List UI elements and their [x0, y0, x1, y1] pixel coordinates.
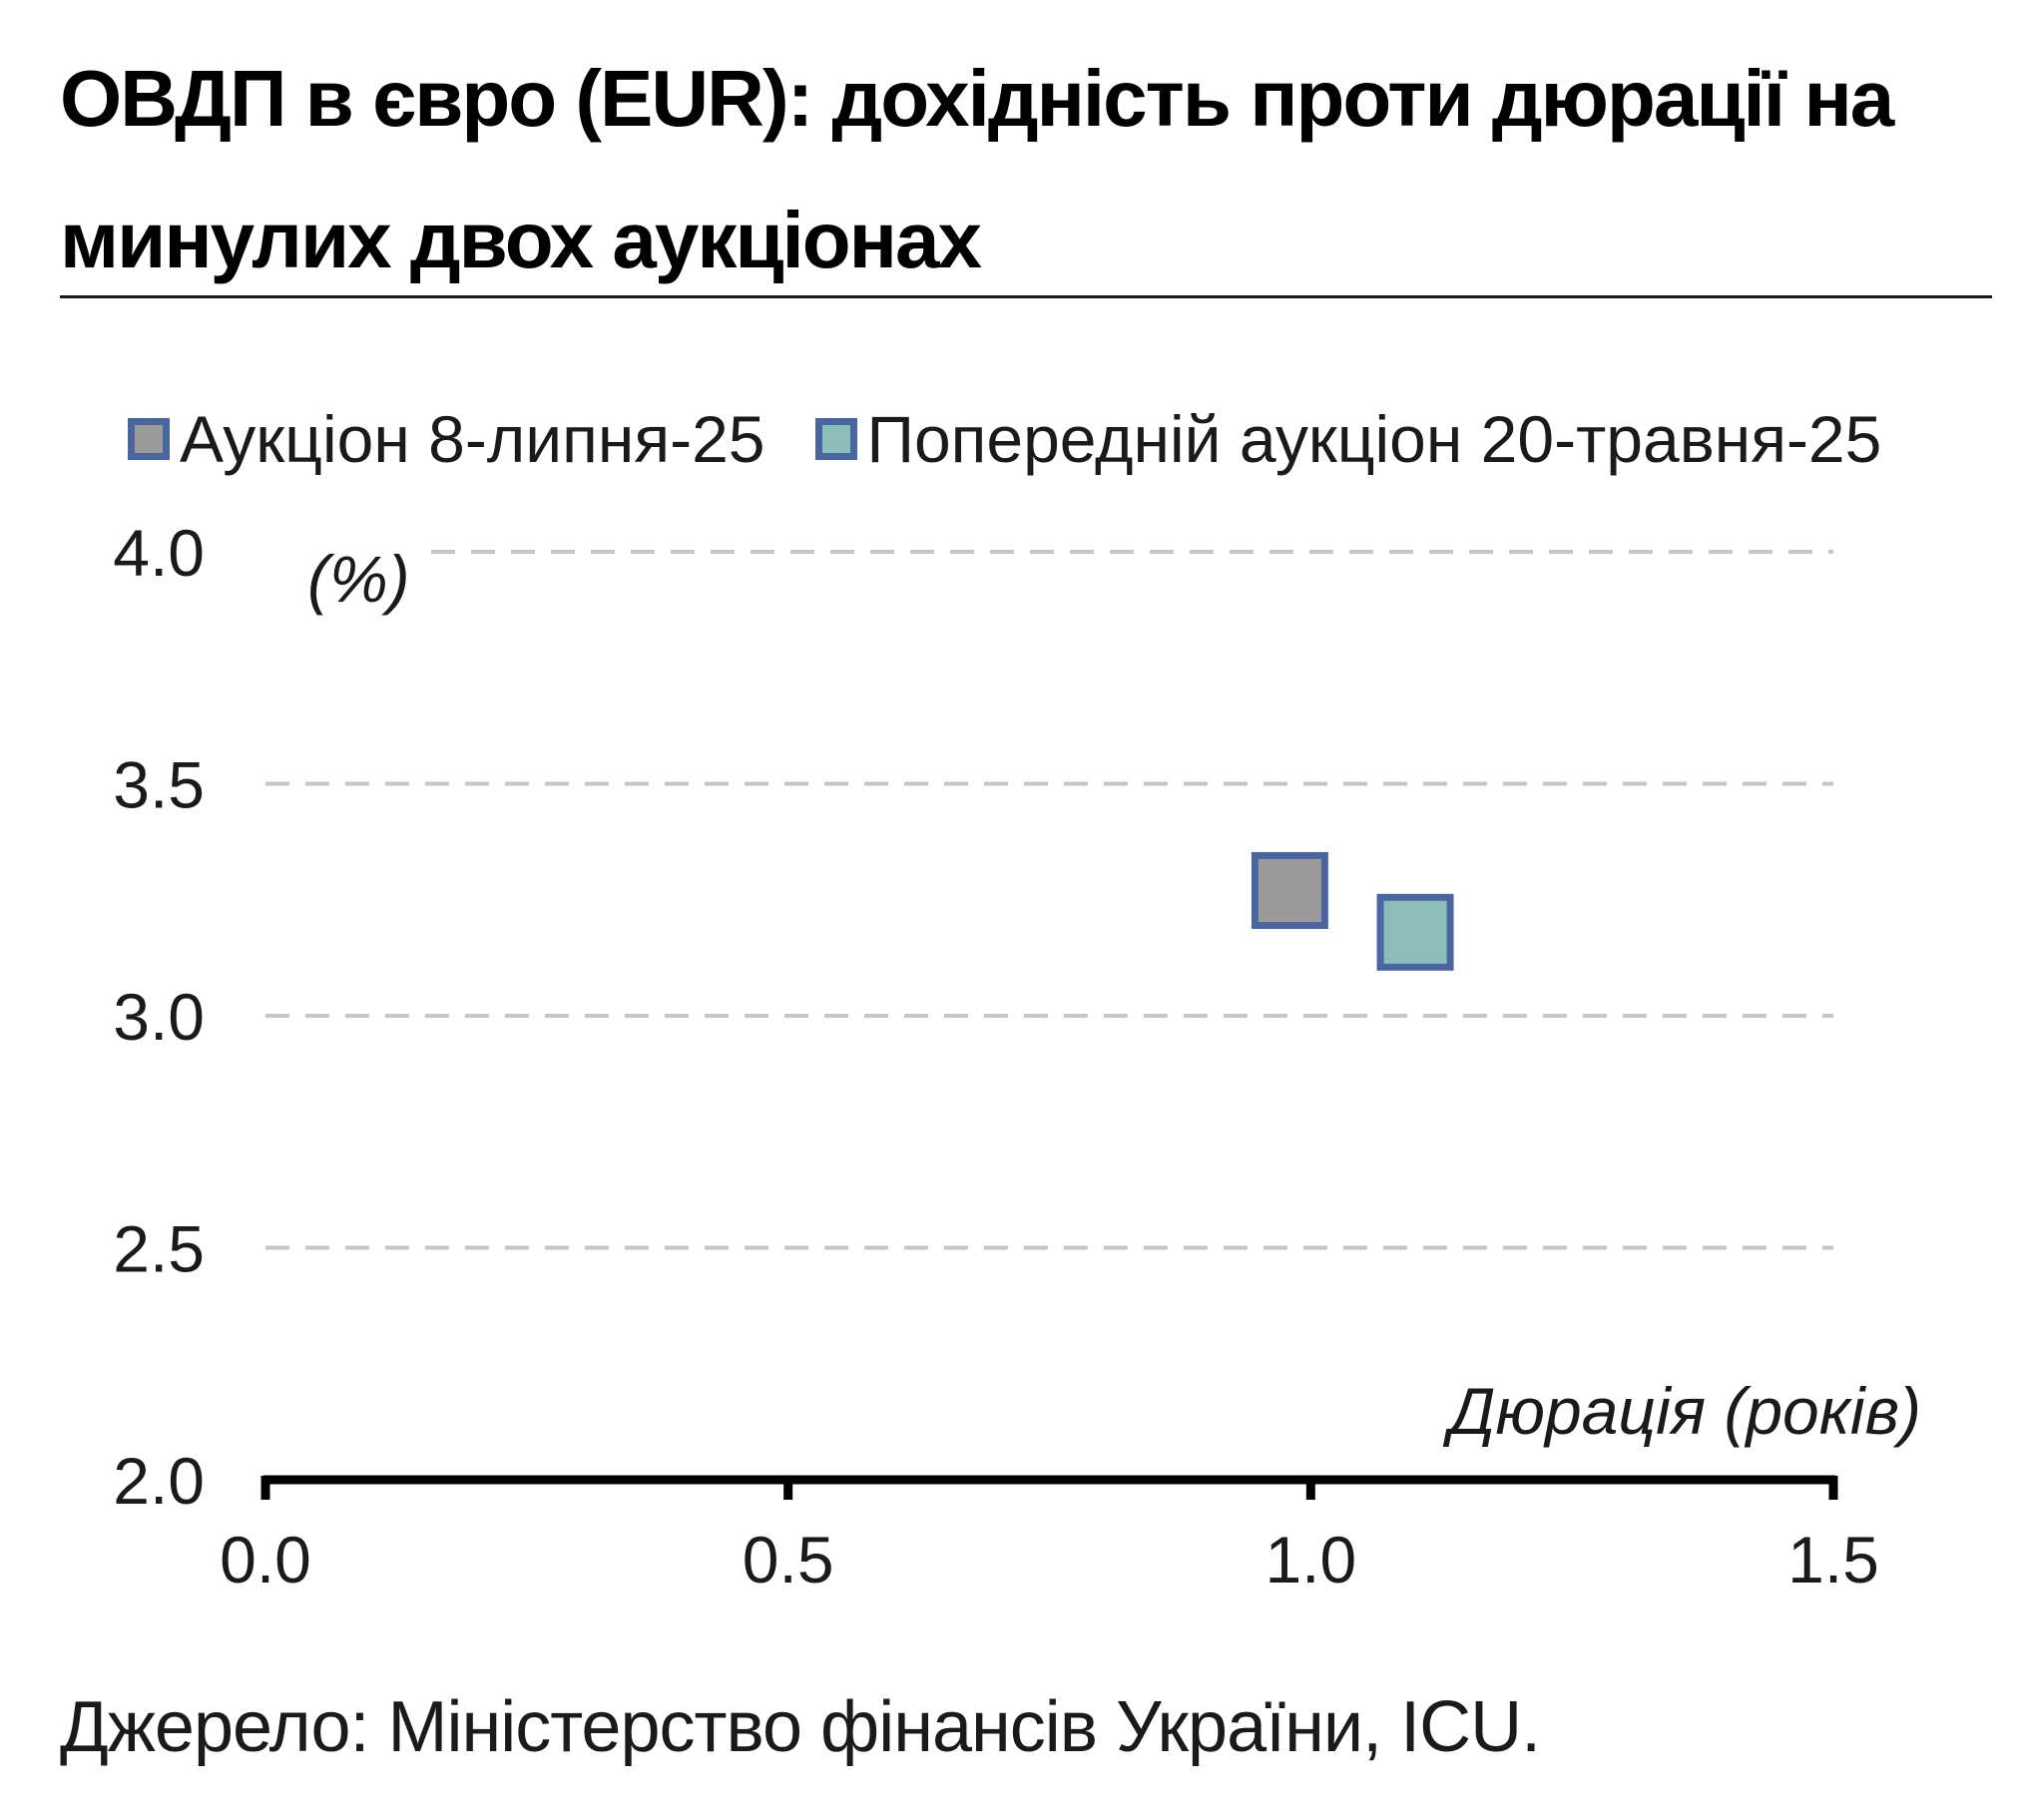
y-axis-label: (%) — [307, 542, 410, 616]
y-tick-label-1: 2.5 — [113, 1212, 205, 1286]
legend-label-previous: Попередній аукціон 20-травня-25 — [866, 402, 1882, 476]
legend-item-current: Аукціон 8-липня-25 — [128, 401, 765, 477]
legend: Аукціон 8-липня-25 Попередній аукціон 20… — [128, 394, 1931, 484]
x-tick-label-1: 0.5 — [743, 1523, 834, 1596]
y-tick-label-4: 4.0 — [113, 516, 205, 590]
data-point-series-0-0 — [1251, 851, 1328, 929]
legend-item-previous: Попередній аукціон 20-травня-25 — [814, 401, 1882, 477]
y-tick-label-0: 2.0 — [113, 1444, 205, 1518]
tick-labels: 2.0 2.5 3.0 3.5 4.0 0.0 0.5 1.0 1.5 — [113, 516, 1879, 1596]
x-tick-label-0: 0.0 — [220, 1523, 311, 1596]
data-points — [1251, 851, 1454, 971]
x-axis-label: Дюрація (років) — [1442, 1374, 1921, 1448]
legend-swatch-current — [128, 418, 170, 460]
chart-title: ОВДП в євро (EUR): дохідність проти дюра… — [60, 54, 1894, 284]
source-note: Джерело: Міністерство фінансів України, … — [60, 1687, 1541, 1767]
axes — [260, 1475, 1838, 1500]
x-tick-label-2: 1.0 — [1265, 1523, 1356, 1596]
x-tick-label-3: 1.5 — [1787, 1523, 1879, 1596]
legend-swatch-previous — [814, 418, 857, 460]
title-divider — [60, 295, 1992, 298]
y-tick-label-2: 3.0 — [113, 980, 205, 1054]
gridlines — [265, 550, 1833, 1250]
y-tick-label-3: 3.5 — [113, 748, 205, 822]
legend-label-current: Аукціон 8-липня-25 — [180, 402, 765, 476]
data-point-series-1-0 — [1376, 893, 1454, 971]
